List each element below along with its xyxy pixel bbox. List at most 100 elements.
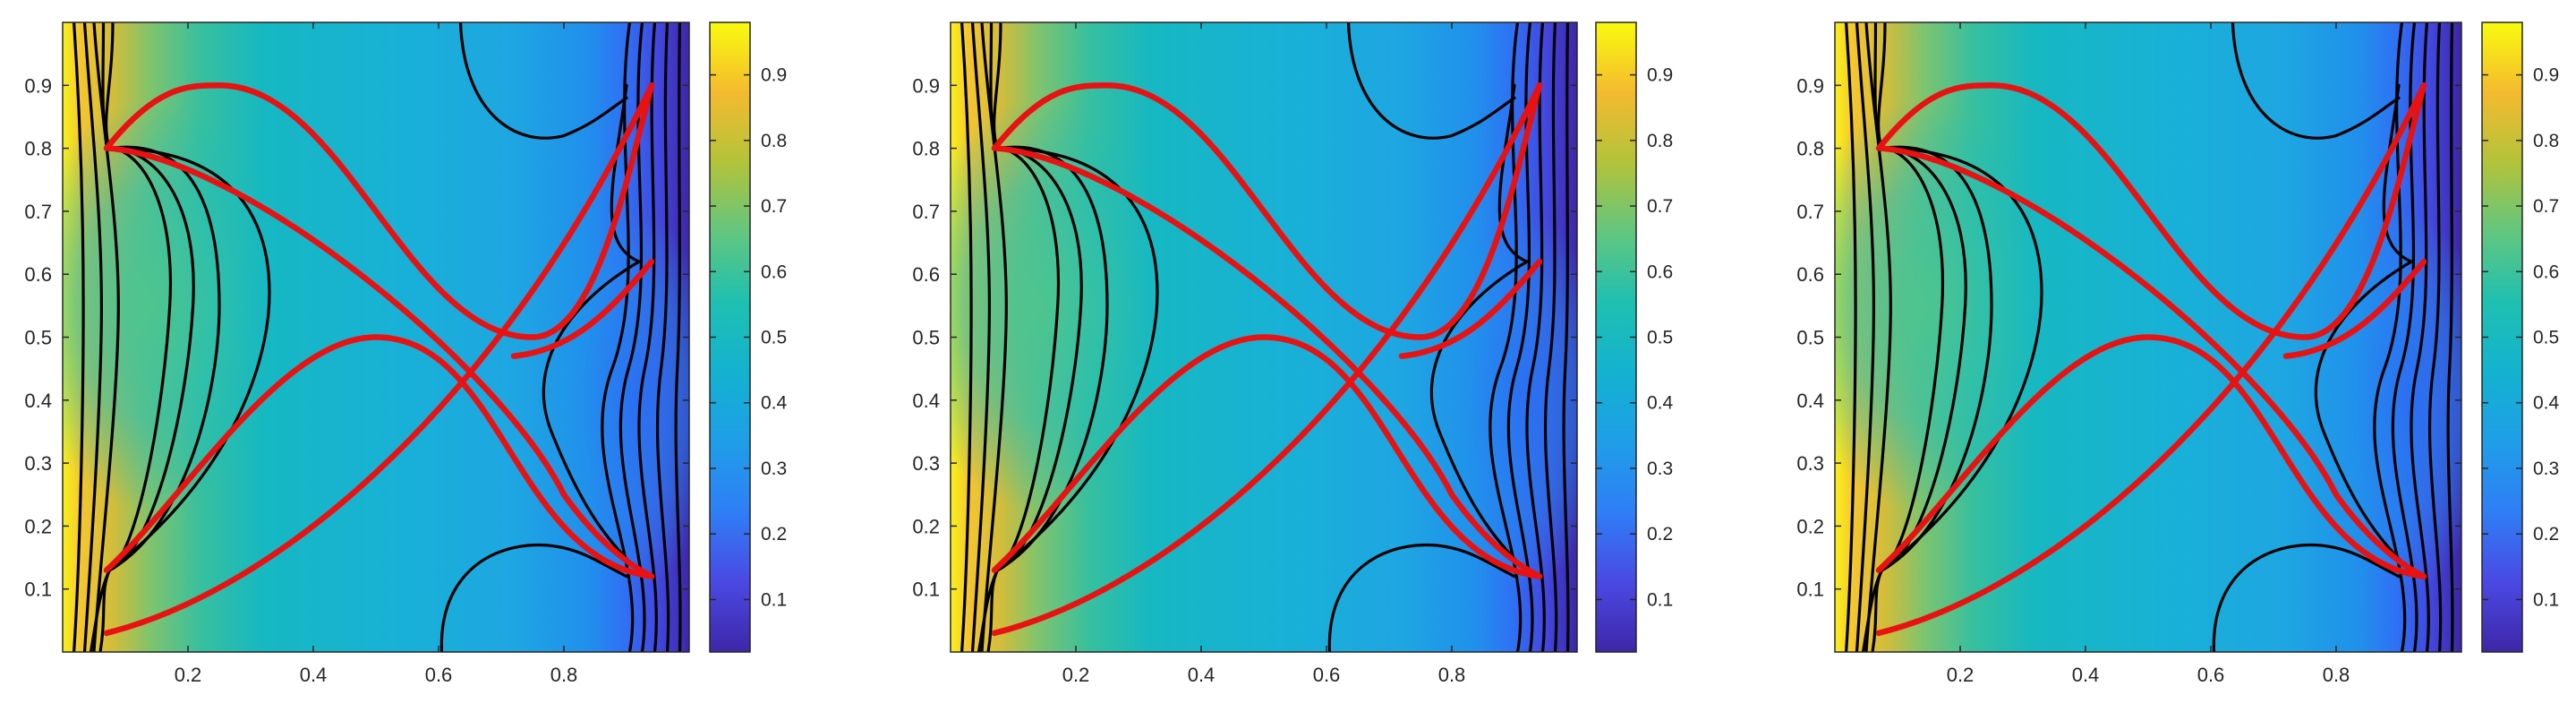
contour-left-2 [1855, 22, 1875, 652]
colorbar-tick-label: 0.6 [761, 262, 787, 282]
contour-lines [73, 22, 682, 652]
colorbar: 0.1 0.2 0.3 0.4 0.5 0.6 0.7 0.8 0.9 [709, 21, 788, 653]
y-tick-label: 0.5 [1796, 327, 1824, 349]
colorbar-tick-label: 0.3 [2533, 459, 2559, 479]
x-tick-label: 0.6 [1313, 664, 1341, 686]
heatmap-blob-left [951, 99, 1173, 512]
colorbar-tick-label: 0.5 [761, 328, 787, 348]
contour-bottom-left-2 [986, 569, 1000, 652]
contour-left-7 [995, 147, 1159, 572]
contour-left-7 [1880, 147, 2043, 572]
panel-1: 0.2 0.4 0.6 0.80.10.20.30.40.50.60.70.80.90… [24, 21, 788, 686]
y-tick-label: 0.3 [1796, 452, 1824, 475]
panel-3: 0.2 0.4 0.6 0.80.10.20.30.40.50.60.70.80.90… [1796, 21, 2560, 686]
red-curve-2 [991, 334, 1543, 579]
heatmap-field [951, 22, 1577, 652]
contour-left-1 [960, 22, 973, 652]
contour-top-left-2 [993, 22, 1002, 150]
colorbar-tick-label: 0.8 [761, 131, 787, 151]
colorbar-gradient [710, 22, 750, 652]
y-tick-label: 0.6 [24, 263, 52, 286]
colorbar-tick-label: 0.7 [1647, 196, 1673, 217]
panel-2: 0.2 0.4 0.6 0.80.10.20.30.40.50.60.70.80.90… [912, 21, 1674, 686]
contour-top-right-arc [1346, 22, 1516, 140]
heatmap-blob-right [2331, 211, 2461, 588]
colorbar-tick-label: 0.7 [2533, 196, 2559, 217]
x-tick-label: 0.2 [1947, 664, 1975, 686]
contour-left-7 [107, 147, 271, 572]
red-curve-1 [991, 82, 1543, 340]
contour-right-2 [2427, 22, 2443, 652]
red-curves [1875, 82, 2427, 637]
red-curve-4 [1875, 82, 2427, 637]
red-curve-3 [107, 145, 655, 579]
contour-right-1 [2446, 22, 2454, 652]
x-tick-label: 0.4 [300, 664, 328, 686]
x-tick-label: 0.8 [2323, 664, 2350, 686]
colorbar-tick-label: 0.1 [2533, 589, 2559, 610]
red-curve-3 [994, 145, 1543, 579]
contour-right-2 [1543, 22, 1558, 652]
y-tick-label: 0.9 [1796, 74, 1824, 97]
red-curve-6 [2282, 258, 2427, 359]
y-tick-label: 0.1 [912, 579, 940, 601]
colorbar-tick-label: 0.4 [1647, 393, 1674, 414]
contour-right-3 [1525, 22, 1546, 652]
contour-bottom-arc [439, 543, 628, 652]
colorbar-tick-label: 0.6 [2533, 262, 2559, 282]
colorbar-tick-label: 0.1 [761, 589, 787, 610]
y-tick-label: 0.1 [24, 579, 52, 601]
colorbar-tick-label: 0.4 [2533, 393, 2560, 414]
y-tick-label: 0.2 [912, 515, 940, 537]
colorbar-tick-label: 0.9 [2533, 65, 2559, 86]
x-tick-label: 0.2 [175, 664, 202, 686]
contour-left-4 [107, 147, 173, 572]
red-curve-3 [1879, 145, 2427, 579]
colorbar-tick-label: 0.2 [1647, 524, 1673, 545]
colorbar-tick-label: 0.3 [761, 459, 787, 479]
contour-right-lobe [542, 83, 647, 579]
red-curve-4 [991, 82, 1543, 637]
colorbar: 0.1 0.2 0.3 0.4 0.5 0.6 0.7 0.8 0.9 [2481, 21, 2560, 653]
contour-right-lobe [1429, 83, 1535, 579]
contour-bottom-arc [1327, 543, 1516, 652]
y-tick-label: 0.7 [1796, 201, 1824, 223]
contour-left-2 [82, 22, 103, 652]
contour-top-left-2 [105, 22, 115, 150]
contour-top-left-2 [1877, 22, 1887, 150]
colorbar-tick-label: 0.7 [761, 196, 787, 217]
x-tick-label: 0.8 [1438, 664, 1466, 686]
colorbar-tick-label: 0.9 [1647, 65, 1673, 86]
y-tick-label: 0.1 [1796, 579, 1824, 601]
y-tick-label: 0.9 [24, 74, 52, 97]
y-tick-label: 0.8 [24, 138, 52, 160]
contour-bottom-left-2 [1871, 569, 1884, 652]
contour-right-lobe [2314, 83, 2419, 579]
contour-top-right-arc [458, 22, 628, 140]
y-tick-label: 0.8 [912, 138, 940, 160]
y-tick-label: 0.6 [1796, 263, 1824, 286]
y-tick-label: 0.2 [1796, 515, 1824, 537]
red-curve-2 [1875, 334, 2427, 579]
contour-left-4 [995, 147, 1061, 572]
x-tick-label: 0.6 [2197, 664, 2225, 686]
y-tick-label: 0.6 [912, 263, 940, 286]
contour-right-2 [655, 22, 670, 652]
heatmap-blob-right [1446, 211, 1577, 588]
y-tick-label: 0.4 [24, 390, 52, 412]
y-tick-label: 0.8 [1796, 138, 1824, 160]
red-curve-6 [510, 258, 655, 359]
contour-left-1 [73, 22, 85, 652]
x-tick-label: 0.6 [425, 664, 453, 686]
y-tick-label: 0.9 [912, 74, 940, 97]
colorbar-tick-label: 0.2 [2533, 524, 2559, 545]
colorbar-tick-label: 0.5 [1647, 328, 1673, 348]
red-curve-2 [103, 334, 655, 579]
colorbar-tick-label: 0.8 [2533, 131, 2559, 151]
contour-top-right-arc [2231, 22, 2401, 140]
heatmap-blob-left [1835, 99, 2057, 512]
red-curves [103, 82, 655, 637]
contour-left-2 [970, 22, 991, 652]
colorbar-gradient [1596, 22, 1636, 652]
